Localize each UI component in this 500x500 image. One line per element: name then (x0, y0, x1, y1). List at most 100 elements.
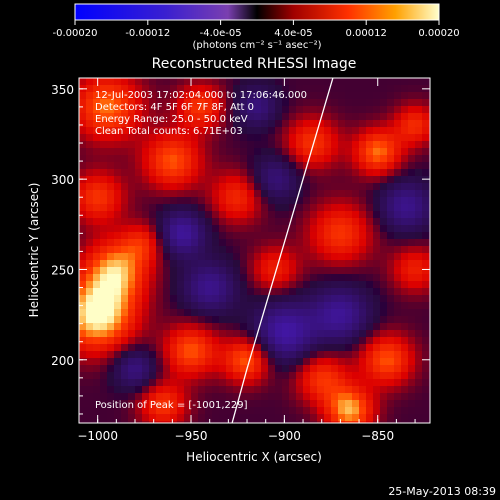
heatmap-cell (415, 351, 423, 359)
heatmap-cell (296, 281, 304, 289)
heatmap-cell (219, 78, 227, 86)
heatmap-cell (373, 372, 381, 380)
heatmap-cell (142, 183, 150, 191)
heatmap-cell (373, 134, 381, 142)
heatmap-cell (212, 358, 220, 366)
heatmap-cell (114, 372, 122, 380)
heatmap-cell (205, 260, 213, 268)
heatmap-cell (177, 148, 185, 156)
x-tick-label: −950 (175, 429, 208, 443)
heatmap-cell (303, 267, 311, 275)
heatmap-cell (177, 211, 185, 219)
heatmap-cell (135, 365, 143, 373)
heatmap-cell (254, 421, 262, 423)
colorbar-tick-label: 0.00012 (346, 28, 387, 39)
heatmap-cell (394, 330, 402, 338)
heatmap-cell (156, 393, 164, 401)
heatmap-cell (401, 253, 409, 261)
heatmap-cell (408, 407, 416, 415)
heatmap-cell (359, 407, 367, 415)
heatmap-cell (79, 309, 87, 317)
heatmap-cell (170, 78, 178, 86)
heatmap-cell (282, 344, 290, 352)
heatmap-cell (135, 239, 143, 247)
heatmap-cell (240, 414, 248, 422)
heatmap-cell (128, 85, 136, 93)
heatmap-cell (219, 225, 227, 233)
heatmap-cell (331, 176, 339, 184)
heatmap-cell (310, 148, 318, 156)
heatmap-cell (247, 239, 255, 247)
heatmap-cell (177, 260, 185, 268)
heatmap-cell (380, 365, 388, 373)
heatmap-cell (135, 113, 143, 121)
heatmap-cell (366, 351, 374, 359)
heatmap-cell (387, 176, 395, 184)
heatmap-cell (177, 274, 185, 282)
heatmap-cell (135, 162, 143, 170)
heatmap-cell (184, 155, 192, 163)
heatmap-cell (170, 92, 178, 100)
heatmap-cell (380, 274, 388, 282)
heatmap-cell (170, 190, 178, 198)
heatmap-cell (380, 169, 388, 177)
heatmap-cell (254, 309, 262, 317)
heatmap-cell (177, 330, 185, 338)
heatmap-cell (296, 246, 304, 254)
heatmap-cell (142, 393, 150, 401)
heatmap-cell (149, 99, 157, 107)
heatmap-cell (345, 386, 353, 394)
heatmap-cell (100, 176, 108, 184)
heatmap-cell (268, 232, 276, 240)
heatmap-cell (401, 421, 409, 423)
heatmap-cell (135, 106, 143, 114)
heatmap-cell (331, 113, 339, 121)
heatmap-cell (212, 218, 220, 226)
heatmap-cell (79, 225, 87, 233)
heatmap-cell (254, 92, 262, 100)
heatmap-cell (352, 323, 360, 331)
heatmap-cell (275, 134, 283, 142)
heatmap-cell (100, 197, 108, 205)
heatmap-cell (198, 358, 206, 366)
heatmap-cell (247, 281, 255, 289)
heatmap-cell (366, 134, 374, 142)
heatmap-cell (415, 197, 423, 205)
heatmap-cell (254, 232, 262, 240)
heatmap-cell (352, 414, 360, 422)
heatmap-cell (79, 316, 87, 324)
heatmap-cell (142, 78, 150, 86)
heatmap-cell (184, 239, 192, 247)
heatmap-cell (296, 400, 304, 408)
heatmap-cell (240, 232, 248, 240)
heatmap-cell (415, 379, 423, 387)
heatmap-cell (282, 211, 290, 219)
heatmap-cell (191, 239, 199, 247)
heatmap-cell (296, 218, 304, 226)
heatmap-cell (240, 169, 248, 177)
heatmap-cell (163, 302, 171, 310)
heatmap-cell (366, 309, 374, 317)
heatmap-cell (247, 176, 255, 184)
heatmap-cell (177, 351, 185, 359)
heatmap-cell (366, 204, 374, 212)
heatmap-cell (240, 113, 248, 121)
heatmap-cell (303, 365, 311, 373)
heatmap-cell (149, 309, 157, 317)
heatmap-cell (352, 330, 360, 338)
heatmap-cell (142, 260, 150, 268)
heatmap-cell (296, 393, 304, 401)
heatmap-cell (86, 274, 94, 282)
heatmap-cell (114, 246, 122, 254)
heatmap-cell (373, 99, 381, 107)
heatmap-cell (212, 197, 220, 205)
heatmap-cell (156, 99, 164, 107)
heatmap-cell (408, 365, 416, 373)
heatmap-cell (317, 414, 325, 422)
heatmap-cell (219, 162, 227, 170)
heatmap-cell (107, 218, 115, 226)
heatmap-cell (338, 225, 346, 233)
heatmap-cell (247, 134, 255, 142)
heatmap-cell (184, 281, 192, 289)
heatmap-cell (114, 99, 122, 107)
